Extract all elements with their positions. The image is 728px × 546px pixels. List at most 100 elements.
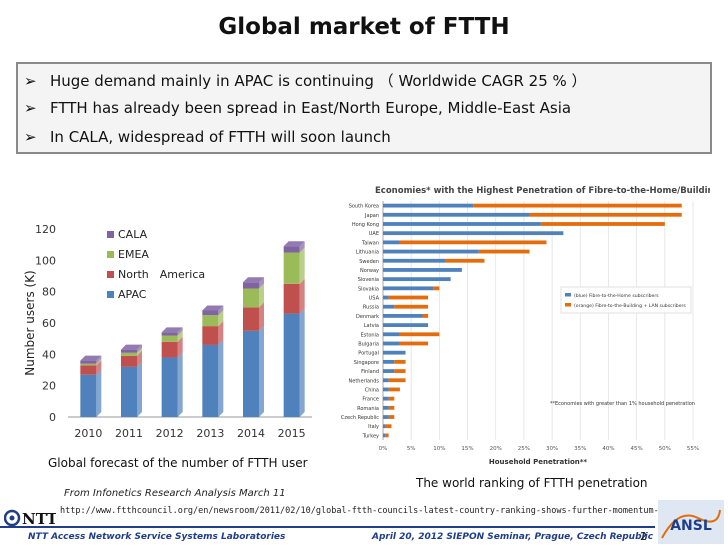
ranking-bar [383,231,564,236]
ranking-bar [383,203,474,208]
x-tick-label: 35% [574,446,586,452]
arrow-bullet-icon: ➢ [24,99,37,117]
ranking-bar [394,369,406,373]
bar-top-face [121,344,142,350]
ranking-bar [394,359,406,364]
stacked-bar-segment [121,349,137,353]
x-tick-label: 40% [602,446,614,452]
legend-swatch [565,303,571,307]
category-label: Slovakia [358,286,379,292]
category-label: Italy [368,424,379,430]
y-axis-label: Number users (K) [23,270,37,376]
bar-top-face [283,241,305,247]
legend-swatch [107,271,114,278]
bar-side-face [177,352,183,417]
ranking-bar [383,332,400,337]
ranking-bar [383,350,406,355]
legend-label: (blue) Fibre-to-the-Home subscribers [574,293,659,299]
ranking-bar [383,323,429,327]
stacked-bar-segment [243,288,259,308]
ranking-bar [383,268,462,272]
ranking-bar [383,286,434,291]
stacked-bar-segment [80,363,97,366]
category-label: Taiwan [361,240,379,246]
bar-top-face [202,305,224,311]
x-tick-label: 5% [407,446,416,452]
ntt-logo: NTT [4,509,56,528]
x-tick-label: 50% [659,446,671,452]
bar-side-face [96,355,102,364]
bar-top-face [243,277,264,283]
stacked-bar-segment [283,252,300,284]
bar-side-face [96,369,102,417]
bar-side-face [177,330,183,342]
ranking-bar [383,359,395,364]
legend-swatch [107,291,114,298]
bar-side-face [137,344,142,353]
x-tick-label: 0% [379,446,388,452]
bar-side-face [299,241,305,253]
bullet-box: ➢ Huge demand mainly in APAC is continuin… [16,62,712,154]
ranking-bar [383,258,445,263]
ranking-bar [529,212,682,217]
stacked-bar-segment [161,332,178,336]
x-tick-label: 25% [518,446,530,452]
ranking-bar [394,304,429,309]
category-label: Estonia [361,332,379,338]
category-label: Singapore [354,360,379,366]
category-label: USA [369,296,380,302]
stacked-bar-segment [121,352,137,356]
y-tick-label: 120 [35,223,56,236]
legend-label: (orange) Fibre-to-the-Building + LAN sub… [574,303,686,309]
bar-top-face [80,355,102,361]
x-tick-label: 2015 [278,427,306,440]
bar-side-face [299,308,305,417]
footer-lab-name: NTT Access Network Service Systems Labor… [28,532,286,542]
ranking-bar [383,314,423,318]
stacked-bar-segment [243,307,259,331]
y-tick-label: 80 [42,286,56,299]
category-label: Slovenia [358,277,379,283]
x-tick-label: 2014 [237,427,265,440]
ranking-bar [383,249,479,254]
ranking-bar [385,424,392,429]
ranking-bar [385,433,389,438]
bullet-text: Huge demand mainly in APAC is continuing… [50,72,587,90]
ranking-bar [383,212,530,217]
stacked-bar-segment [121,366,137,417]
category-label: Portugal [358,351,379,357]
forecast-caption: Global forecast of the number of FTTH us… [48,456,308,470]
bar-side-face [96,360,102,375]
legend-label: EMEA [118,248,149,261]
ansl-logo-text: ANSL [670,518,712,534]
y-tick-label: 20 [42,380,56,393]
category-label: Denmark [356,314,379,320]
ranking-bar [383,405,389,410]
bar-side-face [218,321,224,345]
ranking-bar [422,314,429,318]
bar-side-face [218,310,224,327]
ansl-logo: ANSL [658,500,724,544]
category-label: Russia [363,305,379,311]
x-tick-label: 2010 [74,427,102,440]
y-tick-label: 100 [35,254,56,267]
stacked-bar-segment [283,283,300,314]
ranking-bar [383,240,400,245]
legend-box [560,286,692,314]
bar-side-face [218,339,224,417]
legend-label: CALA [118,228,148,241]
ranking-bar [383,433,386,438]
ranking-bar [473,203,682,208]
stacked-bar-segment [161,341,178,358]
x-tick-label: 30% [546,446,558,452]
bar-side-face [259,283,264,308]
ranking-bar [445,258,485,263]
bar-side-face [299,247,305,284]
bullet-text: FTTH has already been spread in East/Nor… [50,99,572,117]
stacked-bar-segment [283,313,300,417]
legend-swatch [565,293,571,297]
bullet-text: In CALA, widespread of FTTH will soon la… [50,128,391,146]
source-url[interactable]: http://www.ftthcouncil.org/en/newsroom/2… [60,506,726,516]
category-label: China [365,387,379,393]
arrow-bullet-icon: ➢ [24,128,37,146]
